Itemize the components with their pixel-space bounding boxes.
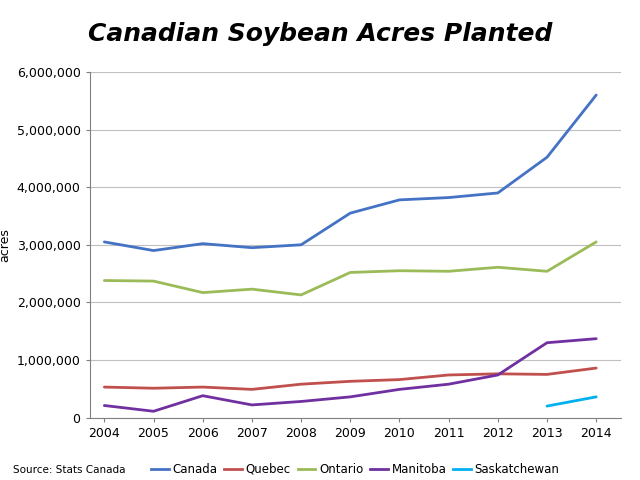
Manitoba bbox=[494, 372, 502, 378]
Line: Manitoba: Manitoba bbox=[104, 339, 596, 411]
Ontario bbox=[297, 292, 305, 298]
Line: Ontario: Ontario bbox=[104, 242, 596, 295]
Canada bbox=[445, 195, 452, 201]
Manitoba bbox=[396, 386, 403, 392]
Canada bbox=[396, 197, 403, 203]
Quebec bbox=[150, 385, 157, 391]
Quebec bbox=[396, 377, 403, 383]
Manitoba bbox=[248, 402, 256, 408]
Text: Canadian Soybean Acres Planted: Canadian Soybean Acres Planted bbox=[88, 22, 552, 46]
Quebec bbox=[543, 372, 551, 377]
Ontario bbox=[248, 286, 256, 292]
Y-axis label: acres: acres bbox=[0, 228, 11, 262]
Canada bbox=[346, 210, 354, 216]
Manitoba bbox=[150, 408, 157, 414]
Saskatchewan bbox=[543, 403, 551, 409]
Ontario bbox=[346, 270, 354, 276]
Text: Source: Stats Canada: Source: Stats Canada bbox=[13, 465, 125, 475]
Manitoba bbox=[445, 381, 452, 387]
Canada bbox=[297, 242, 305, 248]
Quebec bbox=[445, 372, 452, 378]
Saskatchewan bbox=[593, 394, 600, 400]
Line: Canada: Canada bbox=[104, 95, 596, 251]
Canada bbox=[494, 190, 502, 196]
Ontario bbox=[150, 278, 157, 284]
Line: Saskatchewan: Saskatchewan bbox=[547, 397, 596, 406]
Quebec bbox=[494, 371, 502, 377]
Quebec bbox=[100, 384, 108, 390]
Canada bbox=[100, 239, 108, 245]
Ontario bbox=[494, 264, 502, 270]
Line: Quebec: Quebec bbox=[104, 368, 596, 389]
Ontario bbox=[543, 268, 551, 274]
Ontario bbox=[100, 277, 108, 283]
Canada bbox=[199, 241, 207, 247]
Manitoba bbox=[100, 403, 108, 408]
Manitoba bbox=[346, 394, 354, 400]
Canada bbox=[543, 155, 551, 160]
Quebec bbox=[593, 365, 600, 371]
Quebec bbox=[297, 381, 305, 387]
Quebec bbox=[346, 378, 354, 384]
Legend: Canada, Quebec, Ontario, Manitoba, Saskatchewan: Canada, Quebec, Ontario, Manitoba, Saska… bbox=[146, 458, 564, 480]
Ontario bbox=[445, 268, 452, 274]
Ontario bbox=[199, 290, 207, 296]
Manitoba bbox=[199, 393, 207, 398]
Canada bbox=[593, 92, 600, 98]
Quebec bbox=[199, 384, 207, 390]
Manitoba bbox=[297, 398, 305, 404]
Canada bbox=[248, 245, 256, 251]
Quebec bbox=[248, 386, 256, 392]
Canada bbox=[150, 248, 157, 253]
Ontario bbox=[593, 239, 600, 245]
Manitoba bbox=[593, 336, 600, 342]
Manitoba bbox=[543, 340, 551, 346]
Ontario bbox=[396, 268, 403, 274]
